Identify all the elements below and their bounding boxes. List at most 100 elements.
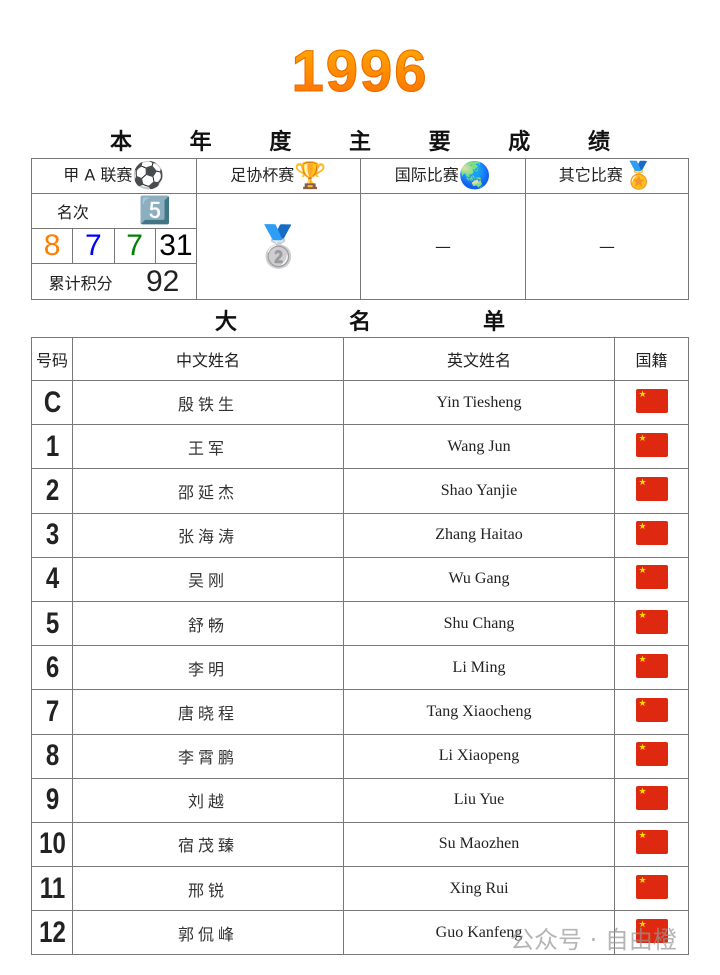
record-value: 7 bbox=[115, 229, 156, 263]
player-number: 1 bbox=[35, 424, 69, 470]
china-flag-icon bbox=[635, 830, 668, 855]
player-number: 2 bbox=[35, 468, 69, 514]
heading-char: 本 bbox=[110, 129, 133, 155]
china-flag-icon bbox=[635, 742, 668, 767]
china-flag-icon bbox=[635, 521, 668, 546]
table-row: 6 李明 Li Ming bbox=[32, 645, 689, 691]
player-nationality bbox=[614, 424, 689, 470]
player-nationality bbox=[614, 512, 689, 558]
player-nationality bbox=[614, 777, 689, 823]
player-english-name: Tang Xiaocheng bbox=[343, 689, 615, 735]
table-row: 4 吴刚 Wu Gang bbox=[32, 556, 689, 602]
china-flag-icon bbox=[635, 432, 668, 457]
cup-label: 足协杯赛 bbox=[230, 165, 295, 185]
player-number: 10 bbox=[35, 821, 69, 868]
header-chinese-name: 中文姓名 bbox=[72, 337, 344, 381]
player-number: 6 bbox=[35, 645, 69, 691]
table-row: 7 唐晓程 Tang Xiaocheng bbox=[32, 689, 689, 735]
cup-header: 足协杯赛🏆 bbox=[196, 158, 361, 194]
player-english-name: Yin Tiesheng bbox=[343, 379, 615, 426]
player-english-name: Xing Rui bbox=[343, 866, 615, 912]
player-number: 5 bbox=[35, 600, 69, 647]
heading-char: 年 bbox=[189, 129, 212, 155]
table-row: 9 刘越 Liu Yue bbox=[32, 777, 689, 823]
section-heading-achievements: 本年度主要成绩 bbox=[110, 124, 610, 156]
china-flag-icon bbox=[635, 565, 668, 590]
heading-char: 单 bbox=[482, 309, 505, 335]
china-flag-icon bbox=[635, 786, 668, 811]
medal-icon: 🏅 bbox=[622, 161, 656, 191]
record-value: 31 bbox=[159, 229, 193, 262]
table-row: C 殷铁生 Yin Tiesheng bbox=[32, 379, 689, 426]
trophy-icon: 🏆 bbox=[294, 161, 327, 191]
table-row: 10 宿茂臻 Su Maozhen bbox=[32, 821, 689, 868]
player-number: 3 bbox=[35, 512, 69, 558]
number-5-icon: 5️⃣ bbox=[138, 196, 172, 226]
player-english-name: Su Maozhen bbox=[343, 821, 615, 868]
heading-char: 度 bbox=[269, 129, 292, 155]
table-row: 5 舒畅 Shu Chang bbox=[32, 600, 689, 647]
heading-char: 主 bbox=[348, 129, 371, 155]
player-nationality bbox=[614, 556, 689, 602]
other-result: — bbox=[525, 193, 689, 300]
header-english-name: 英文姓名 bbox=[343, 337, 615, 381]
player-number: 7 bbox=[35, 689, 69, 735]
player-nationality bbox=[614, 866, 689, 912]
player-english-name: Zhang Haitao bbox=[343, 512, 615, 558]
player-chinese-name: 李霄鹏 bbox=[72, 733, 344, 779]
cup-result: 🥈 bbox=[196, 193, 361, 300]
player-nationality bbox=[614, 689, 689, 735]
player-english-name: Liu Yue bbox=[343, 777, 615, 823]
china-flag-icon bbox=[635, 697, 668, 722]
player-chinese-name: 郭侃峰 bbox=[72, 910, 344, 956]
international-header: 国际比赛🌏 bbox=[360, 158, 526, 194]
player-number: 9 bbox=[35, 777, 69, 823]
player-number: 8 bbox=[35, 733, 69, 779]
player-nationality bbox=[614, 468, 689, 514]
heading-char: 名 bbox=[348, 309, 371, 335]
player-chinese-name: 李明 bbox=[72, 645, 344, 691]
globe-icon: 🌏 bbox=[458, 161, 492, 191]
table-row: 11 邢锐 Xing Rui bbox=[32, 866, 689, 912]
player-number: C bbox=[35, 379, 69, 426]
player-chinese-name: 唐晓程 bbox=[72, 689, 344, 735]
player-nationality bbox=[614, 645, 689, 691]
league-header: 甲 A 联赛⚽ bbox=[31, 158, 197, 194]
player-english-name: Shu Chang bbox=[343, 600, 615, 647]
player-nationality bbox=[614, 379, 689, 426]
table-row: 8 李霄鹏 Li Xiaopeng bbox=[32, 733, 689, 779]
player-english-name: Li Xiaopeng bbox=[343, 733, 615, 779]
league-label: 甲 A 联赛 bbox=[63, 165, 133, 185]
heading-char: 成 bbox=[508, 129, 531, 155]
china-flag-icon bbox=[635, 388, 668, 413]
achievements-table: 甲 A 联赛⚽ 足协杯赛🏆 国际比赛🌏 其它比赛🏅 名次 5️⃣ 8 7 7 31 累计… bbox=[31, 158, 689, 300]
player-chinese-name: 张海涛 bbox=[72, 512, 344, 558]
record-value: 7 bbox=[73, 229, 115, 263]
soccer-ball-icon: ⚽ bbox=[132, 161, 165, 191]
heading-char: 绩 bbox=[587, 129, 610, 155]
header-number: 号码 bbox=[31, 337, 73, 381]
player-number: 12 bbox=[35, 910, 69, 956]
points-label: 累计积分 bbox=[48, 273, 113, 293]
player-nationality bbox=[614, 600, 689, 647]
league-result: 名次 5️⃣ 8 7 7 31 累计积分 92 bbox=[31, 193, 197, 300]
table-row: 1 王军 Wang Jun bbox=[32, 424, 689, 470]
player-english-name: Li Ming bbox=[343, 645, 615, 691]
record-value: 8 bbox=[32, 229, 74, 263]
player-chinese-name: 邵延杰 bbox=[72, 468, 344, 514]
other-label: 其它比赛 bbox=[558, 165, 623, 185]
player-number: 11 bbox=[35, 866, 69, 912]
china-flag-icon bbox=[635, 918, 668, 943]
player-chinese-name: 刘越 bbox=[72, 777, 344, 823]
table-row: 12 郭侃峰 Guo Kanfeng bbox=[32, 910, 689, 956]
player-nationality bbox=[614, 733, 689, 779]
year-title: 1996 bbox=[0, 38, 720, 105]
player-chinese-name: 殷铁生 bbox=[72, 379, 344, 426]
international-result: — bbox=[360, 193, 526, 300]
other-header: 其它比赛🏅 bbox=[525, 158, 689, 194]
watermark: 公众号 · 自由橙 bbox=[510, 926, 677, 954]
player-chinese-name: 吴刚 bbox=[72, 556, 344, 602]
international-label: 国际比赛 bbox=[394, 165, 459, 185]
table-row: 3 张海涛 Zhang Haitao bbox=[32, 512, 689, 558]
